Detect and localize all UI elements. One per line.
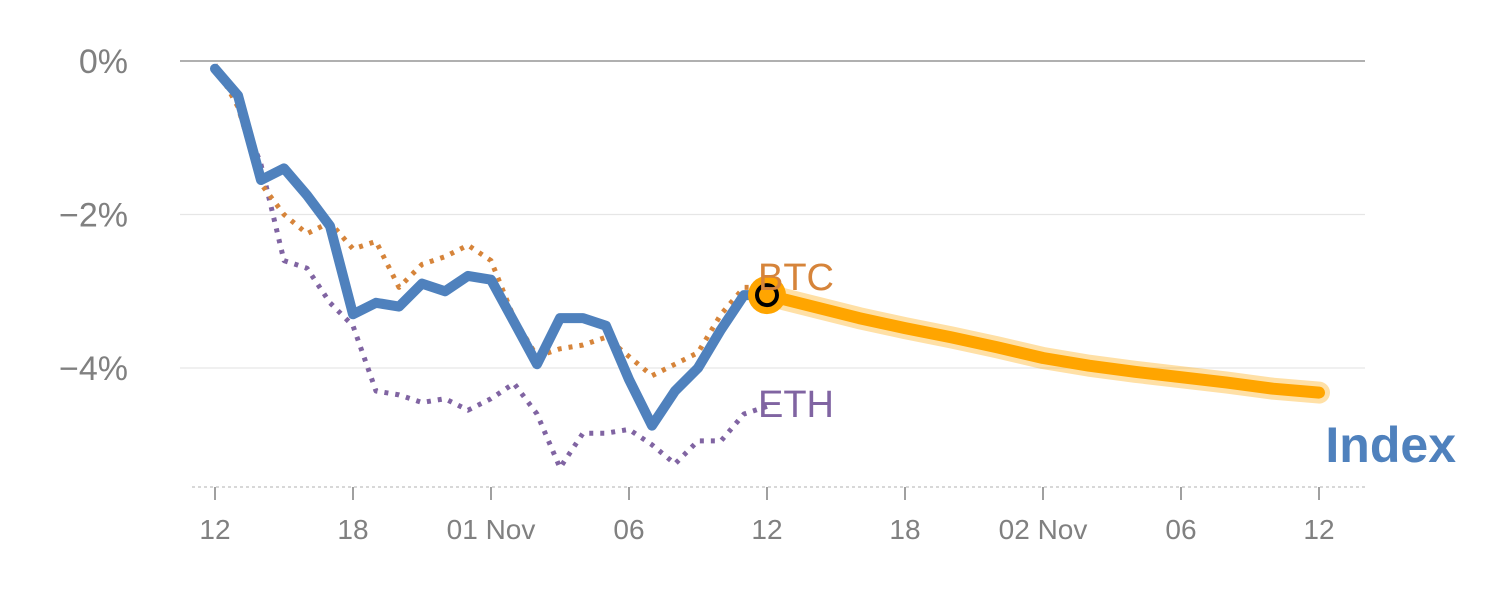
- eth-series-line: [212, 63, 768, 471]
- btc-series-label: BTC: [758, 257, 834, 299]
- current-point-marker-ring: [755, 283, 779, 308]
- marker-layer: [748, 276, 786, 315]
- x-tick-label: 12: [1303, 514, 1334, 545]
- y-tick-label: −4%: [59, 350, 128, 388]
- grid-layer: [180, 60, 1365, 488]
- y-tick-label: 0%: [79, 43, 128, 81]
- y-axis-ticks: 0% −2% −4%: [59, 43, 128, 388]
- eth-series-label: ETH: [758, 384, 834, 426]
- x-tick-label: 02 Nov: [999, 514, 1088, 545]
- x-tick-label: 12: [199, 514, 230, 545]
- series-layer: [210, 63, 1330, 471]
- btc-series-line: [212, 63, 767, 379]
- index-series-line: [210, 63, 772, 431]
- x-tick-label: 12: [751, 514, 782, 545]
- x-tick-label: 06: [613, 514, 644, 545]
- current-point-marker-outer: [748, 276, 786, 315]
- index-series-label: Index: [1325, 417, 1456, 473]
- x-tick-label: 01 Nov: [447, 514, 536, 545]
- x-tick-label: 18: [889, 514, 920, 545]
- x-axis-ticks: 12 18 01 Nov 06 12 18 02 Nov 06 12: [199, 487, 1335, 545]
- index-projection-line: [761, 289, 1325, 399]
- x-tick-label: 18: [337, 514, 368, 545]
- y-tick-label: −2%: [59, 197, 128, 235]
- x-tick-label: 06: [1165, 514, 1196, 545]
